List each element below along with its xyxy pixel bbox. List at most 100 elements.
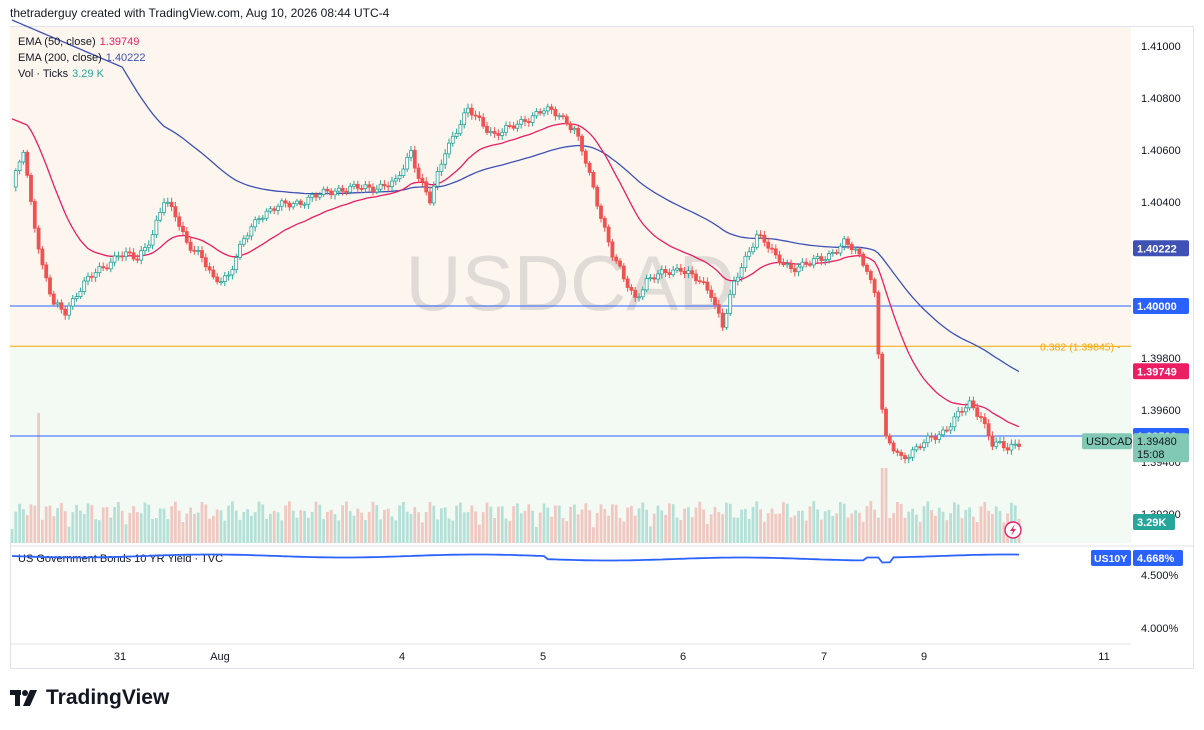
candle[interactable]	[238, 240, 242, 261]
candle[interactable]	[599, 203, 603, 223]
candle[interactable]	[701, 277, 706, 285]
candle[interactable]	[146, 240, 151, 253]
candle[interactable]	[450, 131, 455, 147]
candle[interactable]	[82, 277, 87, 295]
candle[interactable]	[758, 230, 763, 239]
candle[interactable]	[287, 200, 292, 211]
candle[interactable]	[1001, 436, 1006, 452]
candle[interactable]	[97, 262, 102, 277]
candle[interactable]	[306, 194, 311, 209]
bond-yield-line[interactable]	[11, 553, 1020, 564]
candle[interactable]	[830, 249, 835, 257]
candle[interactable]	[610, 239, 615, 262]
candle[interactable]	[686, 266, 691, 279]
candle[interactable]	[192, 245, 197, 255]
candle[interactable]	[952, 412, 957, 432]
candle[interactable]	[458, 120, 463, 137]
candle[interactable]	[32, 198, 37, 233]
candle[interactable]	[367, 180, 372, 192]
candle[interactable]	[55, 299, 60, 308]
candle[interactable]	[967, 396, 972, 411]
candle[interactable]	[431, 181, 436, 206]
candle[interactable]	[868, 269, 873, 284]
candle[interactable]	[131, 248, 136, 262]
candle[interactable]	[880, 351, 885, 414]
candle[interactable]	[766, 237, 771, 253]
candle[interactable]	[694, 269, 698, 285]
candle[interactable]	[804, 258, 809, 268]
candle[interactable]	[853, 246, 858, 254]
candle[interactable]	[519, 115, 524, 129]
candle[interactable]	[724, 308, 729, 330]
candle[interactable]	[709, 285, 714, 302]
candle[interactable]	[447, 138, 451, 159]
candle[interactable]	[933, 433, 938, 444]
candle[interactable]	[143, 242, 147, 256]
candle[interactable]	[865, 263, 869, 275]
candle[interactable]	[713, 292, 717, 310]
candle[interactable]	[549, 103, 554, 115]
candle[interactable]	[291, 201, 296, 210]
candle[interactable]	[572, 125, 577, 134]
candle[interactable]	[234, 253, 239, 274]
candle[interactable]	[618, 257, 622, 269]
candle[interactable]	[203, 253, 208, 272]
candle[interactable]	[200, 246, 204, 263]
candle[interactable]	[492, 127, 497, 138]
candle[interactable]	[796, 263, 801, 277]
badge-volume[interactable]: 3.29K	[1133, 514, 1175, 530]
candle[interactable]	[181, 221, 185, 236]
candle[interactable]	[887, 433, 892, 446]
candle[interactable]	[770, 243, 774, 254]
candle[interactable]	[564, 113, 569, 126]
candle[interactable]	[937, 430, 942, 444]
candle[interactable]	[279, 198, 284, 211]
candle[interactable]	[982, 413, 987, 429]
candle[interactable]	[884, 406, 888, 440]
candle[interactable]	[348, 182, 353, 195]
candle[interactable]	[397, 171, 402, 183]
candle[interactable]	[648, 273, 653, 282]
candle[interactable]	[918, 443, 923, 451]
candle[interactable]	[420, 173, 425, 187]
candle[interactable]	[606, 224, 611, 247]
candle[interactable]	[401, 164, 406, 178]
candle[interactable]	[249, 223, 254, 241]
candle[interactable]	[857, 246, 862, 258]
candle[interactable]	[690, 266, 695, 279]
candle[interactable]	[553, 106, 558, 121]
candle[interactable]	[226, 271, 231, 281]
candle[interactable]	[876, 290, 881, 359]
candle[interactable]	[378, 180, 383, 193]
candle[interactable]	[173, 201, 178, 222]
candle[interactable]	[659, 265, 664, 279]
candle[interactable]	[253, 216, 258, 232]
candle[interactable]	[496, 129, 501, 141]
candle[interactable]	[78, 287, 83, 299]
candle[interactable]	[557, 112, 562, 120]
candle[interactable]	[162, 198, 166, 216]
candle[interactable]	[640, 286, 645, 301]
legend-ema50[interactable]: EMA (50, close) 1.39749	[18, 36, 139, 48]
candle[interactable]	[344, 187, 349, 196]
badge-level-1-40000[interactable]: 1.40000	[1133, 298, 1189, 314]
candle[interactable]	[1005, 443, 1010, 455]
candle[interactable]	[268, 205, 273, 214]
candle[interactable]	[196, 246, 201, 256]
candle[interactable]	[272, 206, 277, 214]
candle[interactable]	[355, 180, 360, 193]
candle[interactable]	[568, 121, 573, 134]
candle[interactable]	[29, 172, 33, 206]
candle[interactable]	[412, 145, 417, 173]
candle[interactable]	[371, 183, 375, 196]
candle[interactable]	[591, 170, 596, 190]
candle[interactable]	[838, 243, 843, 257]
badge-ema200[interactable]: 1.40222	[1133, 240, 1189, 257]
candle[interactable]	[815, 253, 820, 263]
candle[interactable]	[504, 121, 508, 137]
candle[interactable]	[409, 145, 413, 162]
candle[interactable]	[530, 112, 535, 127]
candle[interactable]	[481, 113, 486, 129]
badge-bond-yield[interactable]: US10Y 4.668%	[1091, 550, 1183, 566]
